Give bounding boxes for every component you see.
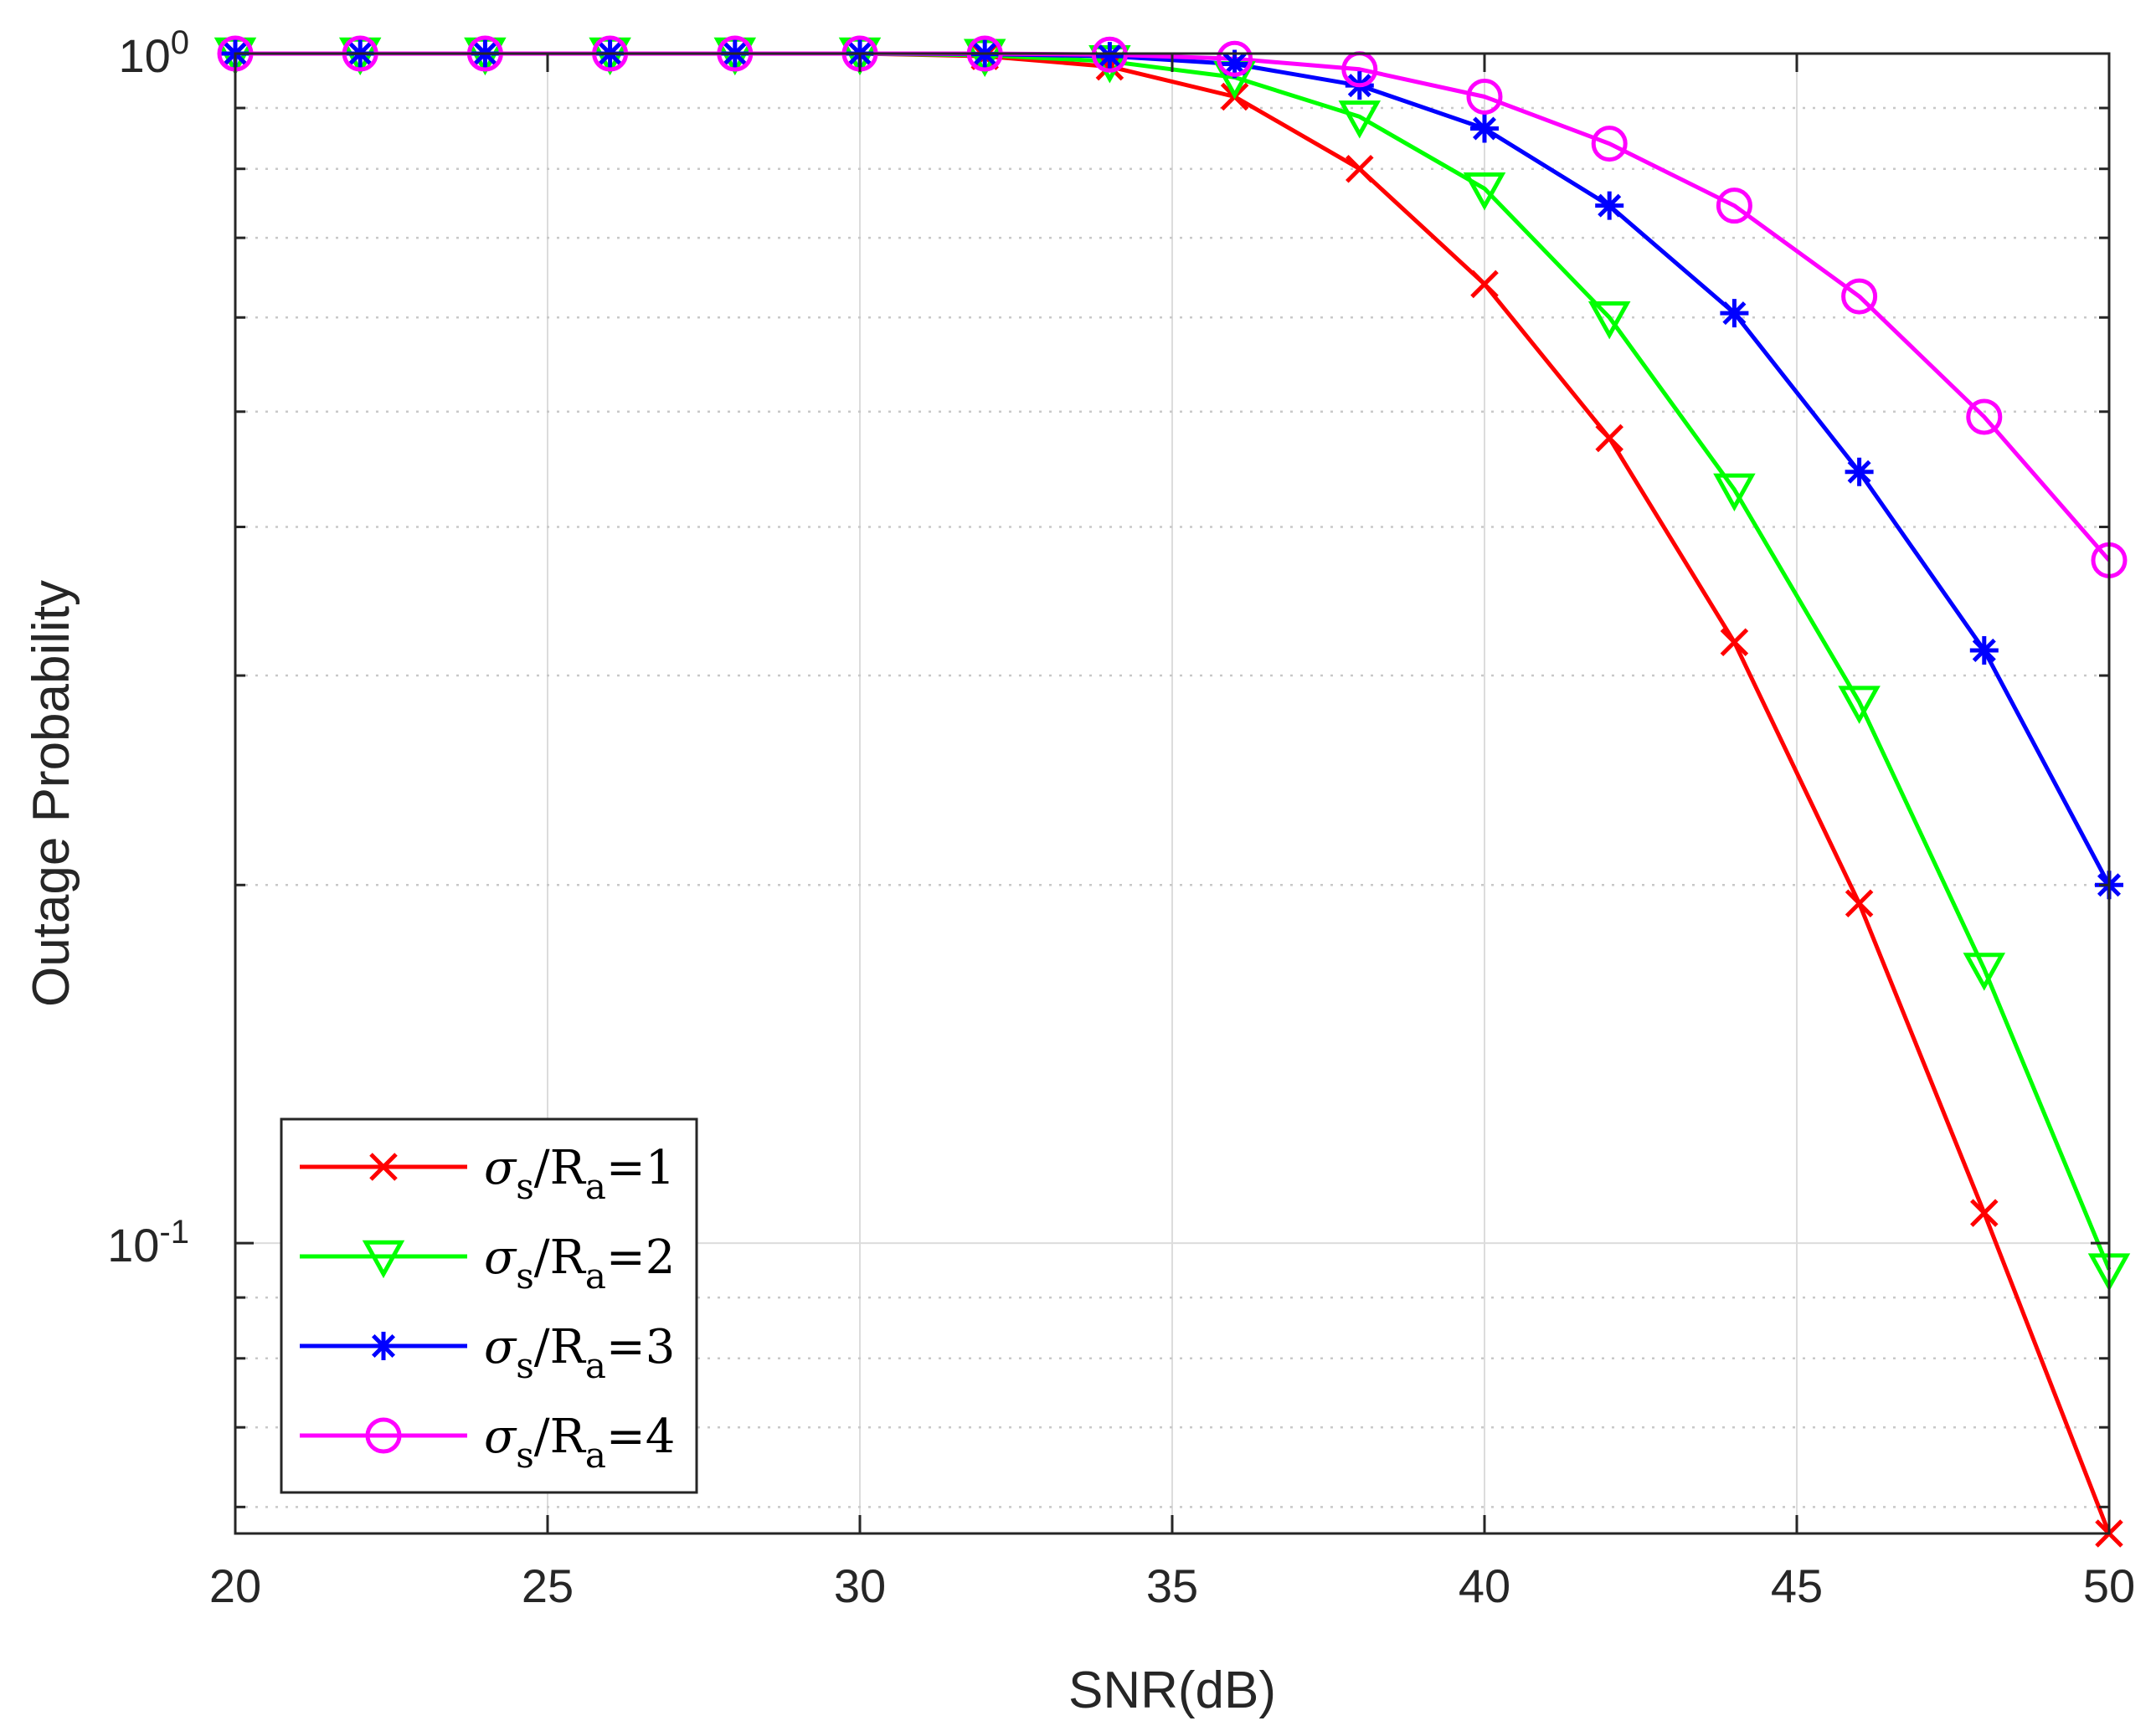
data-point-series-4 [1466,78,1503,115]
data-point-series-1 [1970,1199,1999,1227]
y-axis-label: Outage Probability [23,580,80,1007]
y-tick-label: 100 [118,24,189,82]
data-point-series-3 [1220,49,1249,79]
x-axis-label: SNR(dB) [1068,1662,1276,1719]
x-tick-label: 25 [522,1559,574,1612]
y-tick-labels: 100 10-1 [107,24,189,1271]
data-point-series-2 [1587,301,1631,340]
data-point-series-4 [1591,126,1628,162]
data-point-series-3 [1470,114,1499,143]
legend-entry-3: σs/Ra=3 [484,1320,675,1386]
legend-marker-2 [362,1240,405,1279]
data-point-series-2 [1338,100,1382,139]
x-tick-labels: 20 25 30 35 40 45 50 [209,1559,2135,1612]
legend-entry-1: σs/Ra=1 [484,1141,675,1207]
legend-entry-4: σs/Ra=4 [484,1410,675,1476]
data-point-series-1 [1346,154,1374,183]
legend: σs/Ra=1 σs/Ra=2 σs/Ra=3 σs/Ra=4 [280,1117,698,1494]
data-point-series-2 [1963,953,2006,991]
data-point-series-3 [1720,299,1749,328]
data-point-series-1 [1845,889,1874,918]
data-point-series-4 [1716,187,1752,224]
axis-ticks [234,52,2111,1533]
x-tick-label: 30 [834,1559,886,1612]
x-tick-label: 35 [1146,1559,1198,1612]
data-point-series-1 [1720,628,1749,656]
legend-marker-4 [365,1417,402,1454]
legend-marker-3 [369,1332,398,1360]
legend-box [280,1117,698,1494]
x-tick-label: 45 [1771,1559,1823,1612]
data-point-series-3 [1595,191,1624,220]
data-point-series-3 [1845,457,1874,486]
data-point-series-4 [1966,398,2003,435]
y-tick-label: 10-1 [107,1214,189,1271]
x-tick-label: 50 [2083,1559,2135,1612]
data-point-series-4 [1841,278,1878,315]
data-point-series-2 [1838,686,1881,724]
legend-marker-1 [369,1153,398,1181]
x-tick-label: 20 [209,1559,261,1612]
data-point-series-3 [1969,635,1999,665]
data-point-series-4 [1217,40,1253,77]
x-tick-label: 40 [1459,1559,1510,1612]
data-point-series-1 [1595,424,1623,453]
data-point-series-1 [1470,270,1499,299]
data-point-series-2 [1713,473,1756,512]
legend-entry-2: σs/Ra=2 [484,1230,675,1297]
data-point-series-2 [1463,172,1506,211]
data-point-series-3 [1095,42,1124,71]
